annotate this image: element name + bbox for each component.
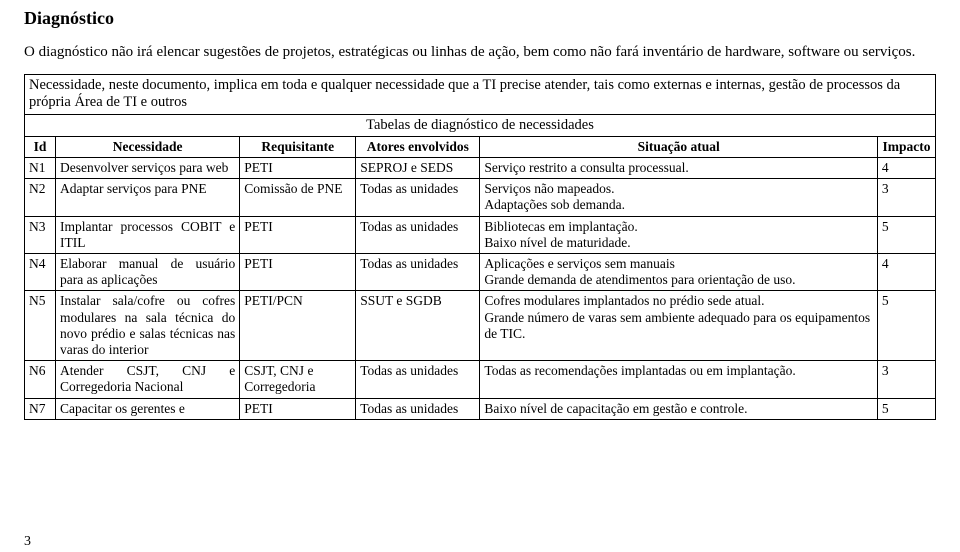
table-row: N2 Adaptar serviços para PNE Comissão de… — [25, 179, 936, 216]
cell-id: N3 — [25, 216, 56, 253]
intro-paragraph: O diagnóstico não irá elencar sugestões … — [24, 43, 936, 62]
cell-requisitante: PETI — [240, 216, 356, 253]
cell-requisitante: Comissão de PNE — [240, 179, 356, 216]
cell-requisitante: PETI/PCN — [240, 291, 356, 361]
cell-atores: Todas as unidades — [356, 216, 480, 253]
cell-id: N7 — [25, 398, 56, 419]
cell-situacao: Serviço restrito a consulta processual. — [480, 158, 877, 179]
cell-situacao: Todas as recomendações implantadas ou em… — [480, 361, 877, 398]
cell-impacto: 4 — [877, 254, 935, 291]
cell-necessidade: Adaptar serviços para PNE — [56, 179, 240, 216]
header-id: Id — [25, 136, 56, 157]
table-row: N4 Elaborar manual de usuário para as ap… — [25, 254, 936, 291]
cell-impacto: 5 — [877, 291, 935, 361]
cell-necessidade: Instalar sala/cofre ou cofres modulares … — [56, 291, 240, 361]
cell-situacao: Aplicações e serviços sem manuaisGrande … — [480, 254, 877, 291]
cell-atores: Todas as unidades — [356, 361, 480, 398]
table-intro-text: Necessidade, neste documento, implica em… — [25, 74, 936, 114]
page-title: Diagnóstico — [24, 8, 936, 29]
table-row: N7 Capacitar os gerentes e PETI Todas as… — [25, 398, 936, 419]
table-row: N1 Desenvolver serviços para web PETI SE… — [25, 158, 936, 179]
cell-impacto: 5 — [877, 216, 935, 253]
cell-impacto: 3 — [877, 361, 935, 398]
cell-impacto: 4 — [877, 158, 935, 179]
cell-atores: Todas as unidades — [356, 179, 480, 216]
cell-id: N1 — [25, 158, 56, 179]
cell-impacto: 3 — [877, 179, 935, 216]
cell-requisitante: PETI — [240, 158, 356, 179]
header-requisitante: Requisitante — [240, 136, 356, 157]
header-atores: Atores envolvidos — [356, 136, 480, 157]
cell-necessidade: Capacitar os gerentes e — [56, 398, 240, 419]
document-page: Diagnóstico O diagnóstico não irá elenca… — [0, 0, 960, 552]
page-number: 3 — [24, 534, 31, 550]
header-situacao: Situação atual — [480, 136, 877, 157]
cell-atores: SEPROJ e SEDS — [356, 158, 480, 179]
cell-situacao: Serviços não mapeados.Adaptações sob dem… — [480, 179, 877, 216]
cell-requisitante: CSJT, CNJ e Corregedoria — [240, 361, 356, 398]
cell-impacto: 5 — [877, 398, 935, 419]
table-row: N6 Atender CSJT, CNJ e Corregedoria Naci… — [25, 361, 936, 398]
cell-necessidade: Atender CSJT, CNJ e Corregedoria Naciona… — [56, 361, 240, 398]
diagnostic-table: Necessidade, neste documento, implica em… — [24, 74, 936, 420]
cell-requisitante: PETI — [240, 254, 356, 291]
table-row: N3 Implantar processos COBIT e ITIL PETI… — [25, 216, 936, 253]
cell-atores: Todas as unidades — [356, 398, 480, 419]
cell-necessidade: Desenvolver serviços para web — [56, 158, 240, 179]
header-necessidade: Necessidade — [56, 136, 240, 157]
cell-situacao: Baixo nível de capacitação em gestão e c… — [480, 398, 877, 419]
table-row: N5 Instalar sala/cofre ou cofres modular… — [25, 291, 936, 361]
cell-atores: Todas as unidades — [356, 254, 480, 291]
cell-necessidade: Elaborar manual de usuário para as aplic… — [56, 254, 240, 291]
cell-situacao: Bibliotecas em implantação.Baixo nível d… — [480, 216, 877, 253]
table-caption-row: Tabelas de diagnóstico de necessidades — [25, 114, 936, 136]
cell-requisitante: PETI — [240, 398, 356, 419]
cell-id: N6 — [25, 361, 56, 398]
cell-id: N2 — [25, 179, 56, 216]
table-header-row: Id Necessidade Requisitante Atores envol… — [25, 136, 936, 157]
cell-atores: SSUT e SGDB — [356, 291, 480, 361]
table-caption: Tabelas de diagnóstico de necessidades — [25, 114, 936, 136]
cell-id: N4 — [25, 254, 56, 291]
header-impacto: Impacto — [877, 136, 935, 157]
cell-id: N5 — [25, 291, 56, 361]
table-intro-row: Necessidade, neste documento, implica em… — [25, 74, 936, 114]
cell-necessidade: Implantar processos COBIT e ITIL — [56, 216, 240, 253]
cell-situacao: Cofres modulares implantados no prédio s… — [480, 291, 877, 361]
